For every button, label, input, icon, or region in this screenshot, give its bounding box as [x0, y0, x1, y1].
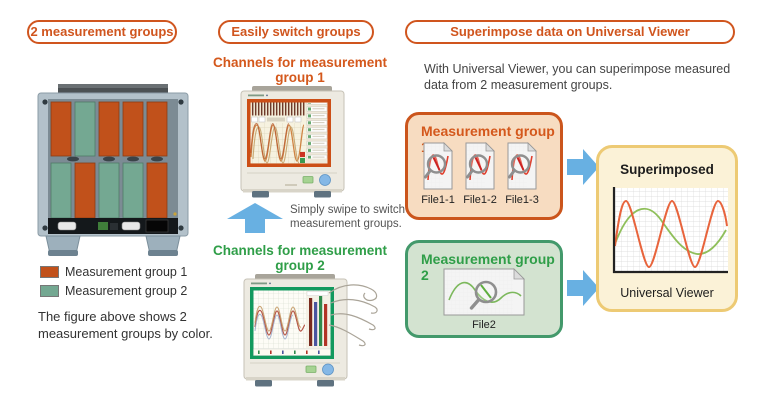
- file-icon-1-2: [465, 142, 495, 190]
- recorder-blue-button: [319, 174, 331, 186]
- swipe-note-line2: measurement groups.: [290, 217, 402, 230]
- legend-swatch-group1: [40, 266, 59, 278]
- badge-superimpose: Superimpose data on Universal Viewer: [405, 20, 735, 44]
- superimposed-title: Superimposed: [620, 162, 714, 177]
- group2-title: Measurement group 2: [421, 251, 555, 283]
- recorder-green-button: [302, 176, 314, 184]
- heading-channels-group1-line2: group 1: [275, 69, 325, 85]
- superimpose-intro-line1: With Universal Viewer, you can superimpo…: [424, 62, 731, 76]
- recorder-rear-illustration: [37, 84, 189, 256]
- recorder-group1-illustration: [240, 86, 345, 198]
- arrow-right-icon-top: [567, 149, 599, 185]
- slot-row-top: [50, 101, 168, 157]
- arrow-up-icon: [227, 203, 283, 233]
- heading-channels-group2-line1: Channels for measurement: [212, 243, 388, 258]
- screen-tag-row: [251, 116, 302, 123]
- arrow-right-icon-bottom: [567, 270, 599, 306]
- file-icon-1-3: [507, 142, 537, 190]
- legend-label-group1: Measurement group 1: [65, 265, 188, 279]
- left-caption: The figure above shows 2 measurement gro…: [38, 308, 213, 342]
- badge-easily-switch-groups: Easily switch groups: [218, 20, 374, 44]
- universal-viewer-label: Universal Viewer: [620, 286, 714, 300]
- legend-swatch-group2: [40, 285, 59, 297]
- magnifier-icon: [508, 154, 531, 179]
- green-wave: [614, 207, 727, 255]
- swipe-note-line1: Simply swipe to switch: [290, 204, 406, 216]
- heading-channels-group2: Channels for measurement group 2: [208, 243, 392, 273]
- left-caption-line2: measurement groups by color.: [38, 326, 213, 341]
- heading-channels-group1: Channels for measurement group 1: [208, 55, 392, 85]
- probe-wires: [328, 284, 378, 347]
- rear-connectors: [48, 218, 178, 234]
- slot-row-bottom: [50, 162, 168, 219]
- superimpose-intro: With Universal Viewer, you can superimpo…: [424, 61, 730, 93]
- file-label-1-1: File1-1: [421, 194, 455, 206]
- recorder-blue-button: [322, 363, 334, 376]
- recorder-group2-illustration: [243, 274, 378, 387]
- superimposed-chart: [612, 187, 728, 274]
- left-caption-line1: The figure above shows 2: [38, 309, 187, 324]
- magnifier-icon: [424, 154, 447, 179]
- magnifier-icon: [469, 280, 498, 310]
- heading-channels-group2-line2: group 2: [275, 257, 325, 273]
- magnifier-icon: [466, 154, 489, 179]
- superimposed-box: Superimposed Universal Viewer: [596, 145, 738, 312]
- file-label-2: File2: [472, 319, 496, 331]
- recorder-green-button: [305, 365, 317, 373]
- group1-file-icons: [423, 142, 537, 190]
- legend-item-group2: Measurement group 2: [40, 284, 188, 298]
- orange-wave: [614, 199, 728, 269]
- legend-label-group2: Measurement group 2: [65, 284, 188, 298]
- heading-channels-group1-line1: Channels for measurement: [212, 55, 388, 70]
- badge-two-measurement-groups: 2 measurement groups: [27, 20, 177, 44]
- superimpose-intro-line2: data from 2 measurement groups.: [424, 78, 613, 92]
- file-icon-2: [443, 268, 525, 316]
- group2-file-icon: [443, 268, 525, 316]
- legend-item-group1: Measurement group 1: [40, 265, 188, 279]
- file-label-1-3: File1-3: [505, 194, 539, 206]
- file-icon-1-1: [423, 142, 453, 190]
- file-label-1-2: File1-2: [463, 194, 497, 206]
- swipe-note: Simply swipe to switch measurement group…: [290, 204, 405, 231]
